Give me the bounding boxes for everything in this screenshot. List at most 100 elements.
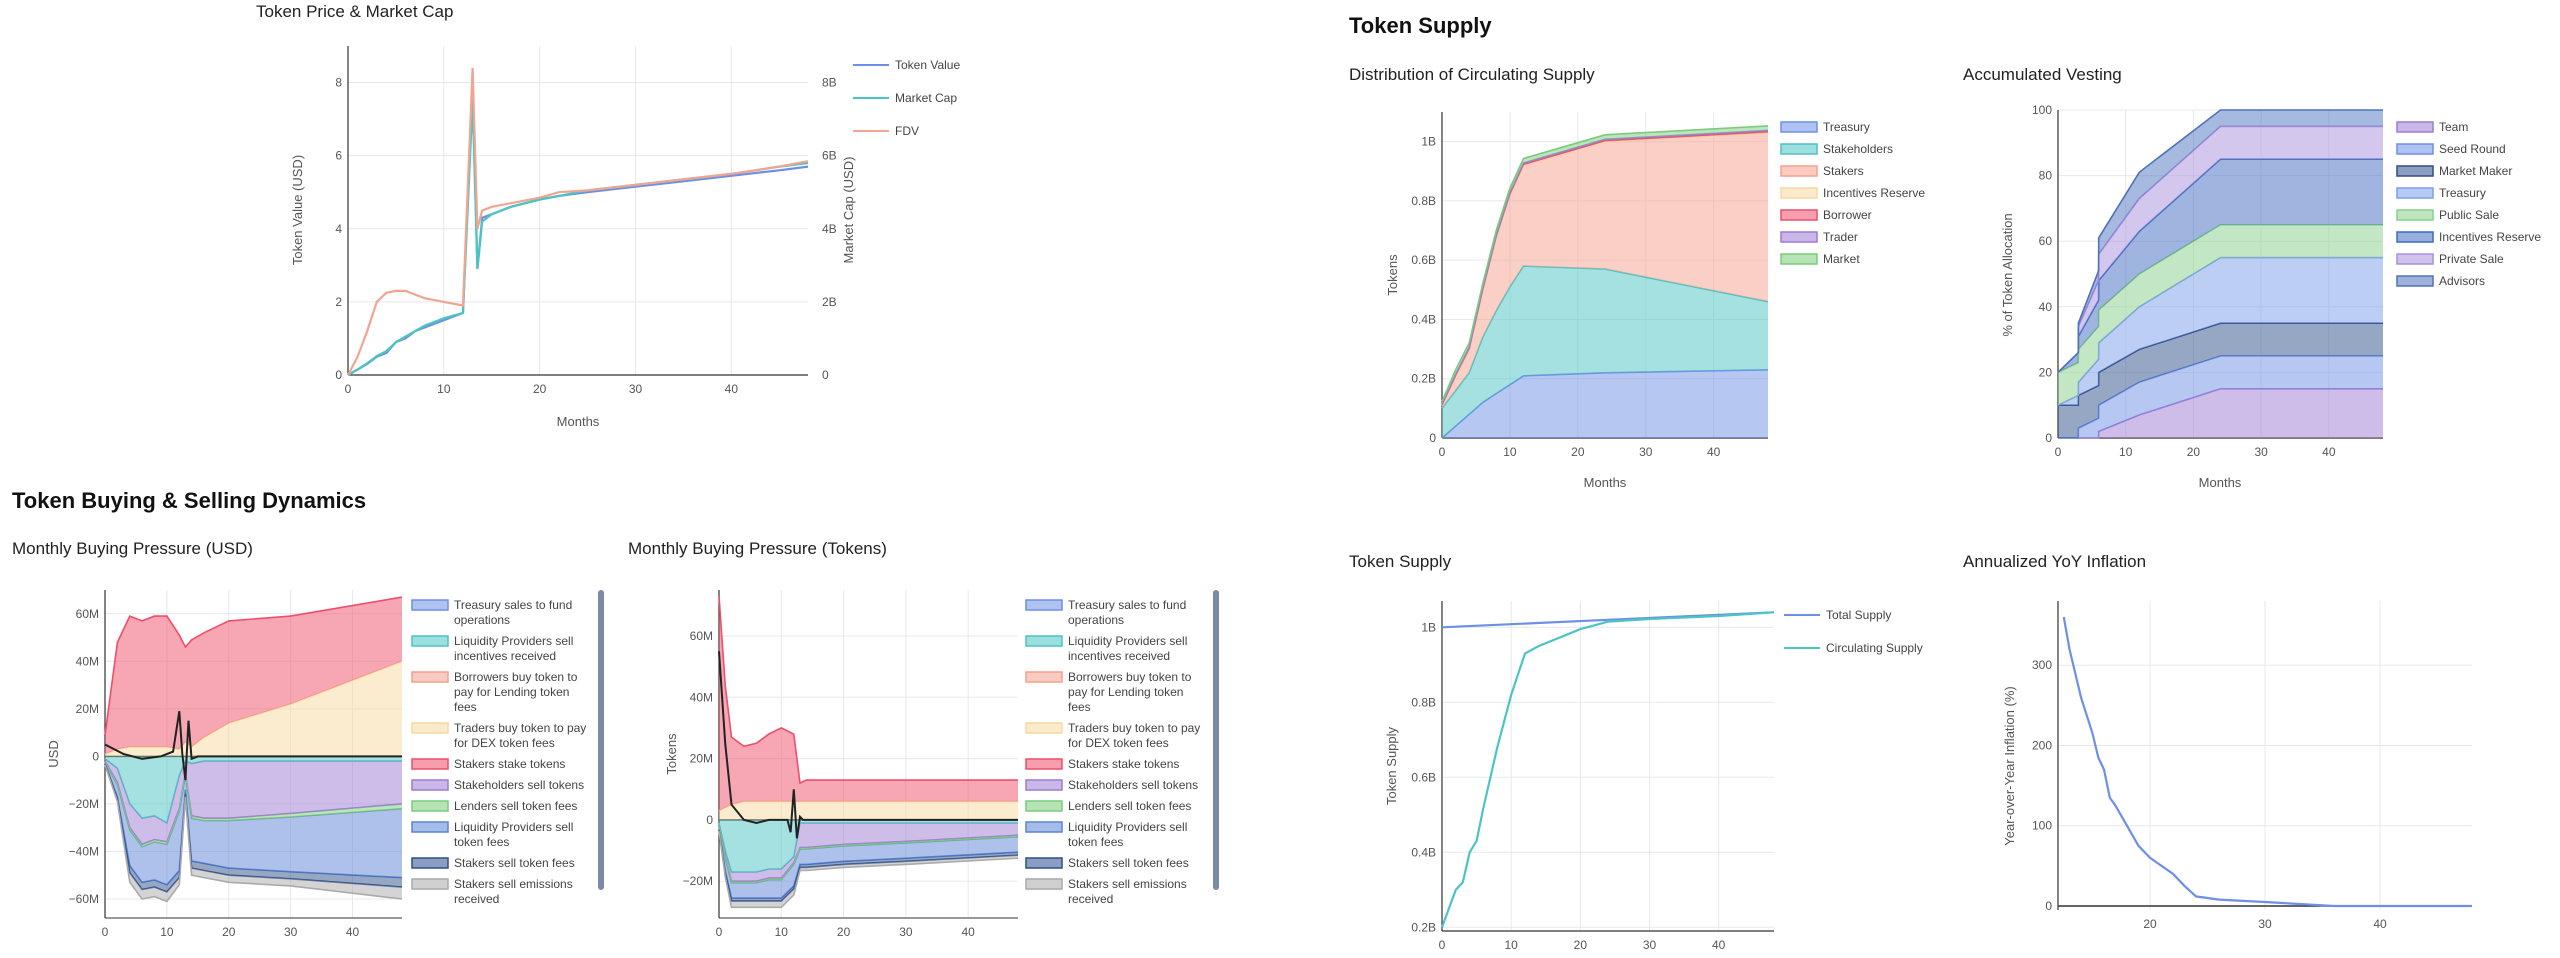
legend-swatch	[1025, 857, 1063, 869]
chart-title: Monthly Buying Pressure (USD)	[12, 539, 253, 558]
area-series	[1442, 132, 1768, 409]
x-tick-label: 10	[437, 382, 451, 396]
chart-title: Accumulated Vesting	[1963, 65, 2122, 84]
y-tick-label: 60M	[76, 607, 99, 621]
legend-label: Borrowers buy token to pay for Lending to…	[1068, 670, 1192, 714]
legend-swatch	[1780, 165, 1818, 177]
legend-swatch	[411, 857, 449, 869]
area-series	[1442, 369, 1768, 438]
legend-label: Lenders sell token fees	[1068, 799, 1191, 813]
chart-token-supply: Token Supply 0.2B 0.4B 0.6B 0.8B 1B 0 10 20 30 40…	[1349, 552, 1923, 952]
y-tick-label: 0.6B	[1411, 770, 1436, 784]
legend-label: Private Sale	[2439, 252, 2504, 266]
area-series	[105, 661, 402, 757]
legend-label: Stakers sell token fees	[1068, 856, 1189, 870]
area-series	[2058, 126, 2383, 373]
legend-label: Borrowers buy token to pay for Lending to…	[454, 670, 578, 714]
legend-swatch	[1025, 635, 1063, 647]
area-series	[719, 826, 1018, 899]
x-tick-label: 40	[961, 925, 975, 939]
x-tick-label: 20	[1571, 445, 1585, 459]
y-tick-label: 0.8B	[1411, 194, 1436, 208]
area-series	[2058, 159, 2383, 373]
legend-swatch	[2396, 209, 2434, 221]
legend-swatch	[1780, 231, 1818, 243]
y-axis-title: Tokens	[664, 733, 679, 775]
x-tick-label: 40	[1712, 938, 1726, 952]
x-tick-label: 10	[775, 925, 789, 939]
legend-swatch	[1025, 599, 1063, 611]
legend-label: Incentives Reserve	[2439, 230, 2541, 244]
x-tick-label: 30	[1639, 445, 1653, 459]
x-tick-label: 20	[837, 925, 851, 939]
legend-swatch	[2396, 275, 2434, 287]
area-series	[2058, 388, 2383, 438]
x-tick-label: 40	[2373, 917, 2387, 931]
legend-label: Total Supply	[1826, 608, 1891, 622]
y-tick-label: 0.2B	[1411, 372, 1436, 386]
area-series	[105, 762, 402, 885]
y-tick-label: 0	[335, 368, 342, 382]
area-series-line	[104, 596, 403, 736]
y2-tick-label: 0	[822, 368, 829, 382]
x-tick-label: 0	[102, 925, 109, 939]
legend-swatch	[1780, 209, 1818, 221]
legend-swatch	[2396, 231, 2434, 243]
legend-swatch	[2396, 143, 2434, 155]
legend-label: Liquidity Providers sell token fees	[1068, 820, 1187, 849]
legend-swatch	[411, 779, 449, 791]
area-series	[2058, 356, 2383, 438]
legend-swatch	[1025, 779, 1063, 791]
y2-tick-label: 6B	[822, 149, 837, 163]
area-series	[2058, 110, 2383, 373]
legend-label: Borrower	[1823, 208, 1872, 222]
chart-title: Token Price & Market Cap	[256, 2, 453, 21]
y-tick-label: 0	[1429, 431, 1436, 445]
y-tick-label: −40M	[69, 844, 99, 858]
y-tick-label: 0.2B	[1411, 920, 1436, 934]
legend-label: Stakers sell emissions received	[1068, 877, 1187, 906]
area-series	[1442, 266, 1768, 438]
x-tick-label: 20	[533, 382, 547, 396]
legend-swatch	[1025, 758, 1063, 770]
legend-label: Liquidity Providers sell incentives recei…	[1068, 634, 1187, 663]
y2-axis-title: Market Cap (USD)	[841, 157, 856, 264]
legend-swatch	[411, 758, 449, 770]
chart-distribution-circulating-supply: Distribution of Circulating Supply 0 0.2B…	[1349, 65, 1925, 490]
legend-swatch	[2396, 253, 2434, 265]
legend-label: Stakeholders sell tokens	[454, 778, 584, 792]
area-series	[719, 823, 1018, 882]
legend-swatch	[1025, 671, 1063, 683]
legend-label: Treasury	[2439, 186, 2486, 200]
area-series	[2058, 257, 2383, 406]
legend-label: Incentives Reserve	[1823, 186, 1925, 200]
x-tick-label: 30	[629, 382, 643, 396]
area-series	[719, 596, 1018, 811]
y-axis-title: Token Value (USD)	[290, 155, 305, 265]
legend-swatch	[1025, 878, 1063, 890]
section-title-token-supply: Token Supply	[1349, 13, 1492, 38]
area-series	[2058, 224, 2383, 406]
x-tick-label: 20	[1574, 938, 1588, 952]
area-series	[2058, 323, 2383, 438]
y-axis-title: USD	[46, 740, 61, 767]
x-axis-title: Months	[2199, 475, 2242, 490]
y-tick-label: −60M	[69, 892, 99, 906]
line-series	[1441, 611, 1775, 629]
x-axis-title: Months	[1584, 475, 1627, 490]
x-tick-label: 20	[222, 925, 236, 939]
legend-label: Treasury sales to fund operations	[1068, 598, 1186, 627]
legend-label: Liquidity Providers sell incentives recei…	[454, 634, 573, 663]
y-tick-label: 0.4B	[1411, 312, 1436, 326]
area-series-line	[104, 764, 403, 903]
y-tick-label: 1B	[1421, 135, 1436, 149]
legend-swatch	[411, 599, 449, 611]
legend-label: Treasury	[1823, 120, 1870, 134]
area-series-line	[718, 830, 1019, 909]
area-series	[719, 819, 1018, 872]
chart-token-price-market-cap: Token Price & Market Cap 0 2 4 6 8 0 10 20 30 40 M…	[256, 2, 960, 429]
legend-label: Treasury sales to fund operations	[454, 598, 572, 627]
legend-label: Stakeholders	[1823, 142, 1893, 156]
legend-swatch	[411, 821, 449, 833]
